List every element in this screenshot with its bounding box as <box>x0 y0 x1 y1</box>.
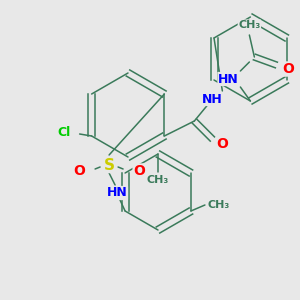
Text: NH: NH <box>202 92 223 106</box>
Text: CH₃: CH₃ <box>238 20 260 30</box>
Text: O: O <box>73 164 85 178</box>
Text: O: O <box>216 137 228 151</box>
Text: HN: HN <box>107 187 128 200</box>
Text: O: O <box>133 164 145 178</box>
Text: CH₃: CH₃ <box>147 175 169 185</box>
Text: O: O <box>282 62 294 76</box>
Text: S: S <box>103 158 115 172</box>
Text: HN: HN <box>218 73 239 85</box>
Text: Cl: Cl <box>57 125 70 139</box>
Text: CH₃: CH₃ <box>208 200 230 210</box>
